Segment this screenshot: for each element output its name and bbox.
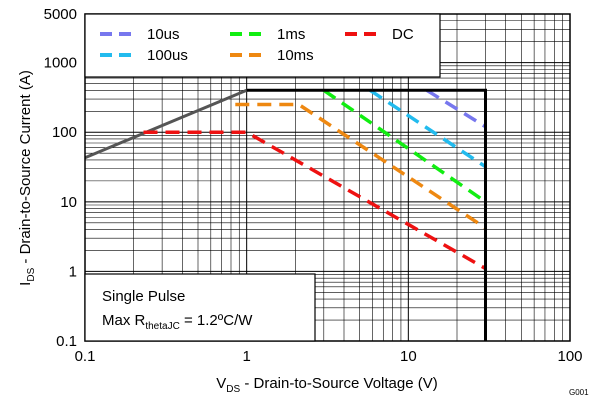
legend-box [84, 13, 441, 78]
soa-boundary-line [246, 88, 487, 341]
series-line-10ms [235, 102, 487, 230]
y-tick-label: 100 [52, 124, 77, 141]
series-line-dc [143, 130, 487, 271]
legend-label-100us: 100us [147, 47, 188, 64]
x-axis-label: VDS - Drain-to-Source Voltage (V) [216, 375, 438, 395]
x-tick-labels: 0.1 1 10 100 [75, 348, 583, 365]
legend-label-10us: 10us [147, 26, 180, 43]
series-line-10us [425, 88, 487, 129]
legend-label-10ms: 10ms [277, 47, 314, 64]
figure-id: G001 [569, 388, 589, 395]
legend-label-1ms: 1ms [277, 26, 305, 43]
legend-label-dc: DC [392, 26, 414, 43]
annotation-line-2: Max RthetaJC = 1.2ºC/W [102, 312, 253, 332]
x-tick-label: 1 [242, 348, 250, 365]
x-tick-label: 10 [400, 348, 417, 365]
x-tick-label: 100 [557, 348, 582, 365]
y-tick-labels: 0.1 1 10 100 1000 5000 [44, 6, 77, 350]
annotation-box [84, 273, 316, 342]
y-axis-label: IDS - Drain-to-Source Current (A) [17, 70, 37, 286]
series-line-100us [369, 88, 487, 169]
y-tick-label: 10 [60, 194, 77, 211]
y-tick-label: 1 [69, 263, 77, 280]
y-tick-label: 5000 [44, 6, 77, 23]
rds-limit-line [84, 88, 248, 160]
annotation-line-1: Single Pulse [102, 288, 185, 305]
y-tick-label: 1000 [44, 55, 77, 72]
x-tick-label: 0.1 [75, 348, 96, 365]
series-line-1ms [322, 88, 487, 204]
y-tick-label: 0.1 [56, 333, 77, 350]
legend: 10us 100us 1ms 10ms DC [84, 13, 441, 78]
annotation: Single Pulse Max RthetaJC = 1.2ºC/W [84, 273, 316, 342]
plot-lines [84, 88, 487, 341]
